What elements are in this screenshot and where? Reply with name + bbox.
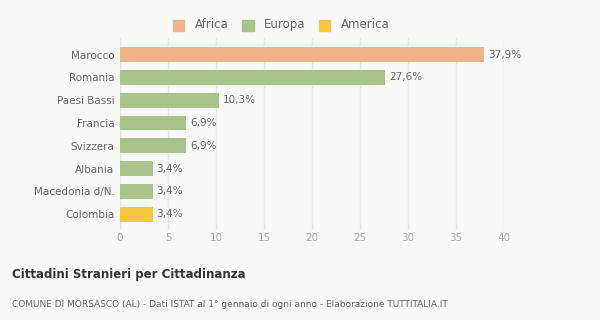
Text: 10,3%: 10,3% xyxy=(223,95,256,105)
Text: 37,9%: 37,9% xyxy=(488,50,521,60)
Bar xyxy=(120,116,186,131)
Text: 3,4%: 3,4% xyxy=(157,164,183,174)
Bar xyxy=(120,138,186,153)
Bar xyxy=(120,70,385,85)
Bar xyxy=(120,161,152,176)
Bar xyxy=(120,207,152,222)
Text: 6,9%: 6,9% xyxy=(190,118,217,128)
Text: 6,9%: 6,9% xyxy=(190,141,217,151)
Legend: Africa, Europa, America: Africa, Europa, America xyxy=(171,15,392,33)
Bar xyxy=(120,47,484,62)
Text: 3,4%: 3,4% xyxy=(157,187,183,196)
Text: 3,4%: 3,4% xyxy=(157,209,183,219)
Bar xyxy=(120,184,152,199)
Text: Cittadini Stranieri per Cittadinanza: Cittadini Stranieri per Cittadinanza xyxy=(12,268,245,281)
Bar xyxy=(120,93,219,108)
Text: 27,6%: 27,6% xyxy=(389,72,422,82)
Text: COMUNE DI MORSASCO (AL) - Dati ISTAT al 1° gennaio di ogni anno - Elaborazione T: COMUNE DI MORSASCO (AL) - Dati ISTAT al … xyxy=(12,300,448,309)
